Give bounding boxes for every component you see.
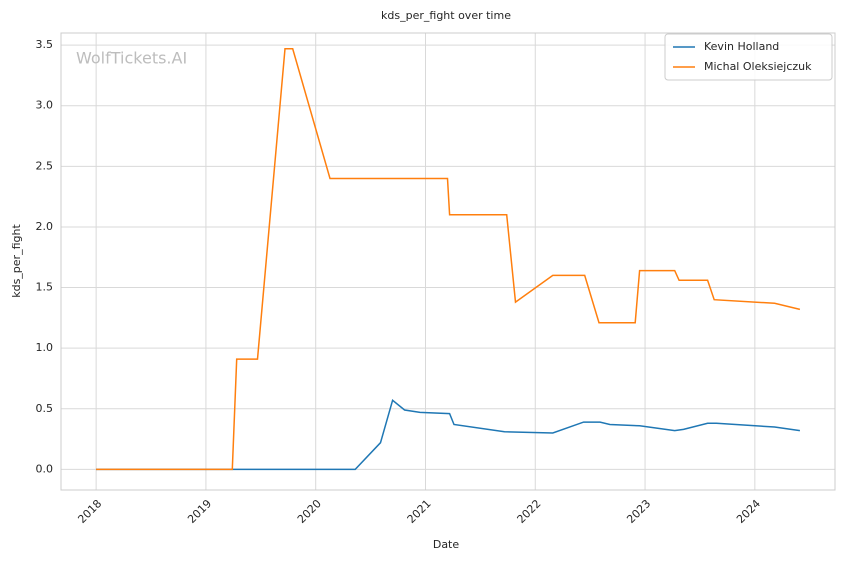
y-tick-label: 2.5 — [36, 159, 54, 172]
legend-label: Kevin Holland — [704, 40, 779, 53]
legend-box — [664, 33, 833, 81]
y-tick-label: 0.0 — [36, 462, 54, 475]
y-tick-label: 1.5 — [36, 281, 54, 294]
legend: Kevin Holland Michal Oleksiejczuk — [664, 33, 833, 81]
y-tick-label: 3.5 — [36, 38, 54, 51]
legend-label: Michal Oleksiejczuk — [704, 60, 812, 73]
x-axis-label: Date — [433, 538, 460, 551]
y-tick-label: 0.5 — [36, 402, 54, 415]
series-line — [96, 399, 801, 471]
y-tick-label: 1.0 — [36, 341, 54, 354]
y-axis-label: kds_per_fight — [10, 224, 23, 298]
y-tick-label: 2.0 — [36, 220, 54, 233]
chart-title: kds_per_fight over time — [381, 9, 511, 22]
series-line — [96, 48, 801, 471]
y-tick-label: 3.0 — [36, 99, 54, 112]
plot-frame — [60, 32, 836, 491]
watermark: WolfTickets.AI — [76, 49, 187, 68]
